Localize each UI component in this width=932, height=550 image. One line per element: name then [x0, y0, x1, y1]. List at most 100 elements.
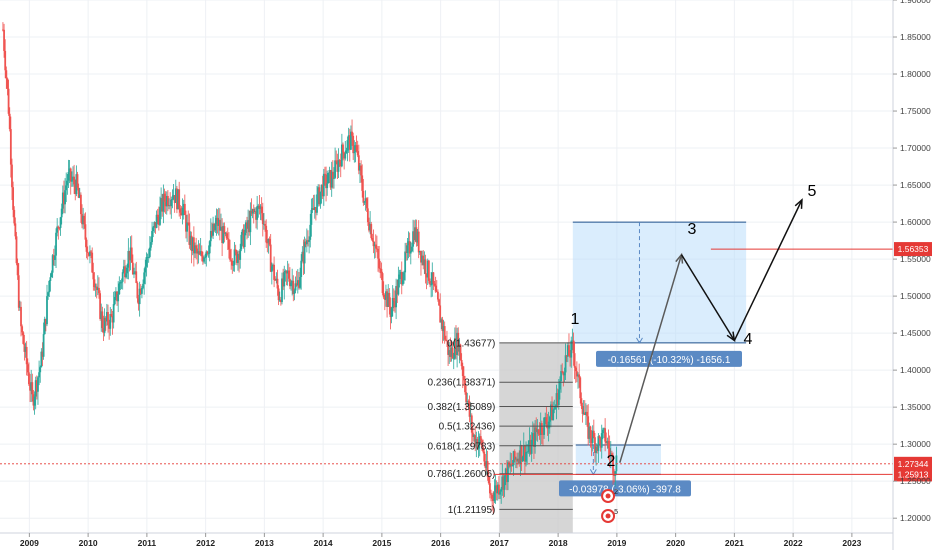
wave-segment[interactable]	[733, 199, 803, 341]
candle-body	[366, 208, 369, 223]
candle-body	[302, 251, 305, 264]
candle-body	[13, 209, 16, 224]
measure-box[interactable]	[572, 222, 747, 343]
candle-body	[573, 353, 576, 368]
candle-body	[459, 344, 462, 360]
candle-body	[496, 484, 499, 494]
candle-body	[55, 232, 57, 256]
candle-body	[527, 451, 530, 453]
candle-body	[147, 256, 150, 258]
time-tick-label: 2009	[20, 538, 39, 548]
candle-body	[555, 393, 558, 408]
candle-body	[260, 206, 263, 214]
candle-body	[590, 438, 593, 443]
candle-body	[61, 192, 64, 209]
candle-body	[420, 250, 422, 263]
candle-body	[11, 164, 13, 188]
candle-body	[417, 231, 420, 253]
candle-body	[312, 208, 315, 210]
candle-body	[177, 189, 179, 210]
candle-body	[263, 224, 265, 225]
candle-body	[264, 224, 266, 226]
candle-body	[441, 319, 444, 332]
candle-body	[15, 236, 18, 264]
candle-body	[166, 195, 169, 207]
candle-body	[94, 286, 97, 288]
candle-body	[213, 223, 216, 231]
candle-body	[456, 332, 459, 355]
candle-body	[73, 176, 76, 185]
candle-body	[168, 205, 170, 207]
candle-body	[413, 231, 416, 241]
candle-body	[320, 184, 323, 192]
candle-body	[26, 364, 29, 373]
time-axis[interactable]: 2009 2010 2011 2012 2013 2014 2015 2016 2017 2018…	[0, 532, 893, 548]
candle-body	[411, 246, 413, 251]
event-markers[interactable]: 25	[601, 489, 618, 523]
candle-body	[517, 458, 520, 462]
candle-body	[522, 445, 525, 458]
measure-box[interactable]	[575, 444, 661, 475]
measure-label: -0.03978 (-3.06%) -397.8	[569, 484, 681, 495]
candle-body	[490, 493, 492, 495]
candle-body	[108, 325, 111, 329]
price-tick-label: 1.55000	[900, 254, 931, 264]
candle-body	[520, 445, 523, 462]
candle-body	[513, 451, 516, 460]
candle-body	[202, 256, 204, 262]
wave-segment[interactable]	[619, 254, 683, 463]
time-tick-label: 2011	[138, 538, 157, 548]
candle-body	[281, 278, 283, 303]
candle-body	[113, 296, 116, 305]
candle-body	[491, 494, 494, 499]
candle-body	[435, 291, 438, 293]
candle-body	[199, 251, 202, 255]
candle-body	[5, 70, 8, 79]
time-tick-label: 2014	[314, 538, 333, 548]
candle-body	[268, 238, 271, 245]
candle-body	[23, 343, 26, 352]
candle-body	[20, 306, 22, 327]
candle-body	[591, 430, 594, 443]
candle-body	[198, 251, 201, 255]
candle-body	[391, 297, 394, 309]
candle-body	[96, 287, 99, 291]
elliott-wave-drawing[interactable]: 1 2 3 4 5	[571, 183, 817, 470]
candle-body	[529, 440, 532, 454]
candle-body	[345, 150, 348, 154]
price-tick-label: 1.40000	[900, 365, 931, 375]
measure-boxes[interactable]: -0.16561 (-10.32%) -1656.1 -0.03978 (-3.0…	[559, 221, 747, 497]
candle-body	[33, 396, 36, 406]
candle-body	[174, 188, 177, 203]
candle-body	[4, 50, 7, 71]
candle-body	[37, 377, 39, 392]
candle-body	[278, 299, 281, 301]
fibonacci-levels[interactable]: 0(1.43677) 0.236(1.38371) 0.382(1.35089) 0.…	[428, 338, 573, 516]
candle-body	[400, 272, 403, 285]
candle-body	[151, 231, 153, 243]
candle-body	[510, 463, 513, 467]
candle-body	[305, 240, 308, 245]
price-axis[interactable]: 1.20000 1.25000 1.30000 1.35000 1.40000 1.450…	[892, 0, 931, 550]
candle-body	[589, 426, 592, 439]
candle-body	[120, 281, 123, 283]
candle-body	[229, 249, 231, 260]
candle-body	[233, 249, 236, 265]
candle-body	[44, 318, 47, 325]
wave-segment[interactable]	[680, 254, 736, 341]
candle-body	[99, 293, 102, 319]
price-tick-label: 1.20000	[900, 513, 931, 523]
candle-body	[380, 268, 383, 274]
candle-body	[47, 292, 50, 297]
price-tick-label: 1.45000	[900, 328, 931, 338]
candle-body	[77, 187, 80, 198]
candle-body	[93, 279, 96, 288]
candle-body	[574, 367, 577, 372]
candle-body	[116, 291, 118, 302]
fib-level-label: 0.5(1.32436)	[439, 422, 496, 433]
candle-body	[29, 384, 31, 391]
candle-body	[331, 171, 334, 179]
time-tick-label: 2017	[490, 538, 509, 548]
